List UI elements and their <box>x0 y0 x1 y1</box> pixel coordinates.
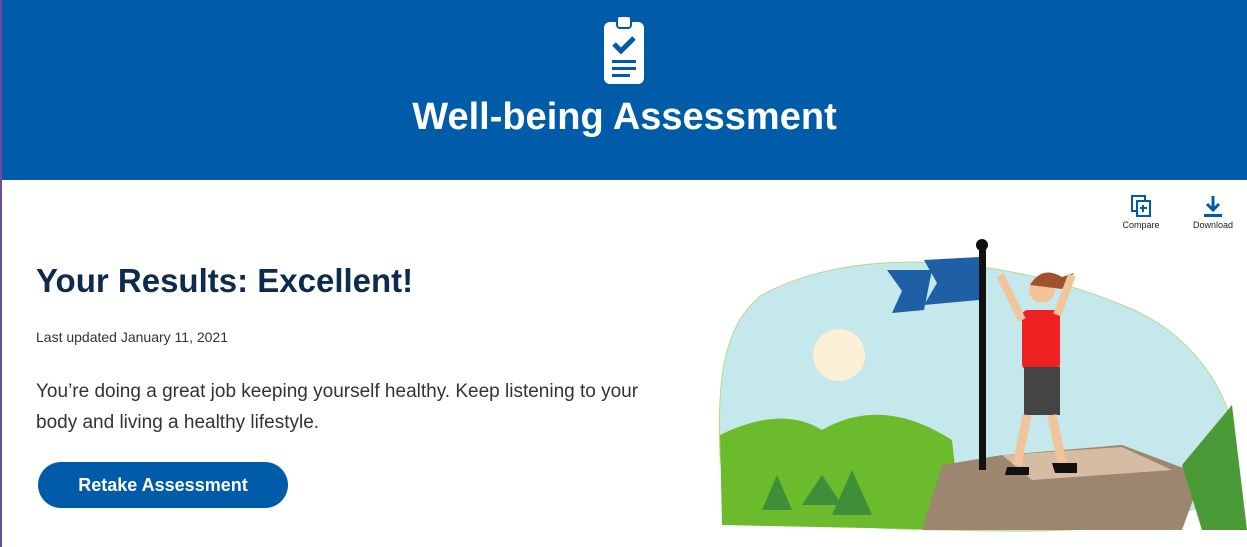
compare-button[interactable]: Compare <box>1116 194 1166 230</box>
compare-label: Compare <box>1116 220 1166 230</box>
illustration <box>702 235 1247 535</box>
download-label: Download <box>1186 220 1240 230</box>
download-icon <box>1201 194 1225 218</box>
page-title: Well-being Assessment <box>2 96 1247 139</box>
results-heading: Your Results: Excellent! <box>36 262 413 300</box>
page: Well-being Assessment Compare Download Y… <box>0 0 1247 547</box>
clipboard-icon <box>600 12 650 88</box>
retake-button[interactable]: Retake Assessment <box>38 462 288 508</box>
header: Well-being Assessment <box>2 0 1247 180</box>
compare-icon <box>1129 194 1153 218</box>
results-message: You’re doing a great job keeping yoursel… <box>36 376 656 438</box>
download-button[interactable]: Download <box>1186 194 1240 230</box>
updated-date: Last updated January 11, 2021 <box>36 329 228 345</box>
